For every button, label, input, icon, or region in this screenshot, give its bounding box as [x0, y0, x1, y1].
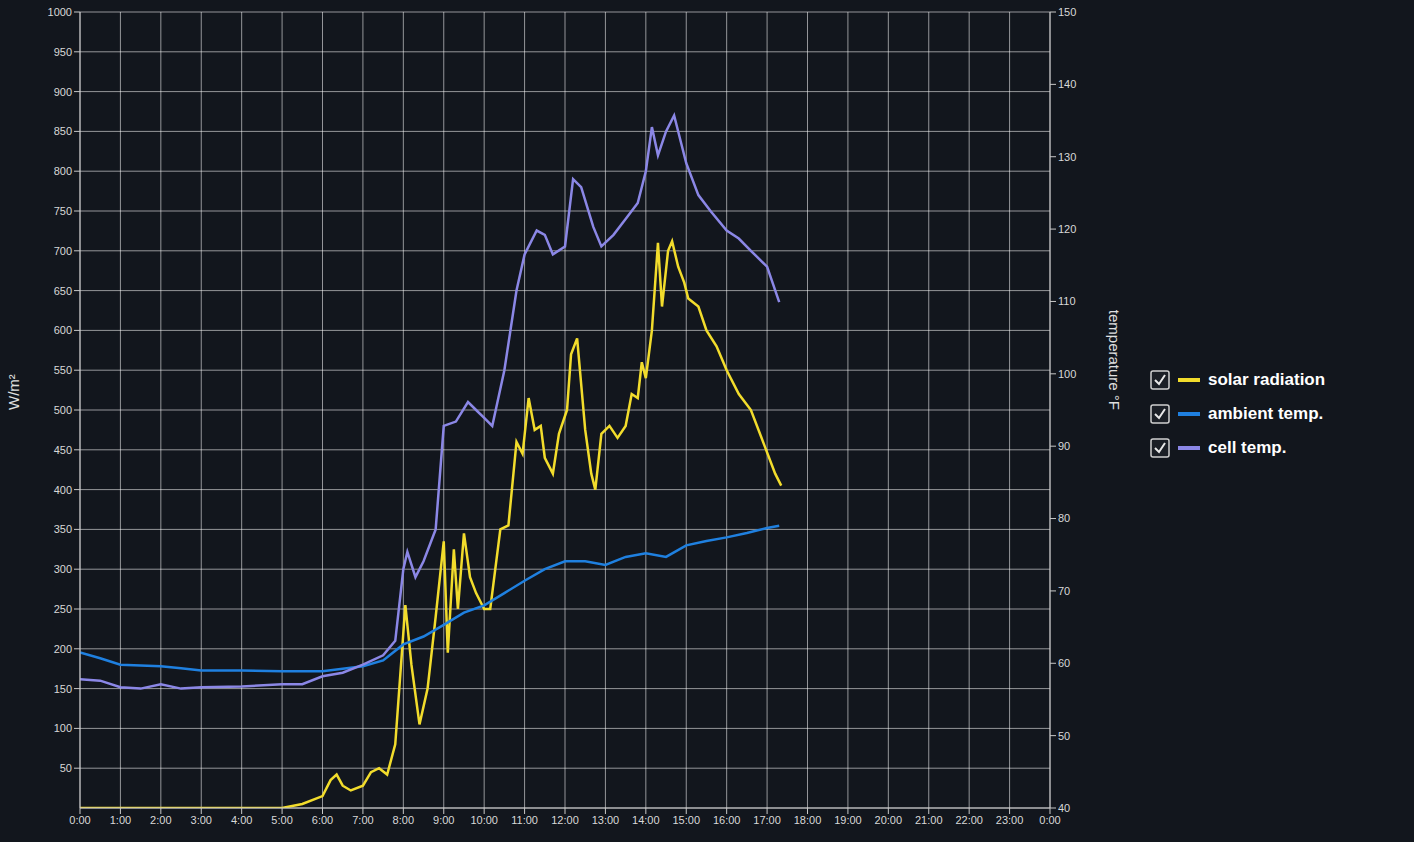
svg-text:250: 250: [54, 603, 72, 615]
svg-text:400: 400: [54, 484, 72, 496]
svg-text:22:00: 22:00: [955, 814, 983, 826]
svg-text:0:00: 0:00: [69, 814, 90, 826]
svg-text:16:00: 16:00: [713, 814, 741, 826]
svg-text:10:00: 10:00: [470, 814, 498, 826]
svg-text:90: 90: [1058, 440, 1070, 452]
svg-text:2:00: 2:00: [150, 814, 171, 826]
svg-text:150: 150: [54, 683, 72, 695]
svg-text:23:00: 23:00: [996, 814, 1024, 826]
svg-text:8:00: 8:00: [393, 814, 414, 826]
svg-text:550: 550: [54, 364, 72, 376]
svg-text:1000: 1000: [48, 6, 72, 18]
svg-text:850: 850: [54, 125, 72, 137]
html-text:cell temp.: cell temp.: [1208, 438, 1287, 457]
svg-text:100: 100: [1058, 368, 1076, 380]
svg-text:11:00: 11:00: [511, 814, 538, 826]
svg-text:60: 60: [1058, 657, 1070, 669]
svg-text:300: 300: [54, 563, 72, 575]
svg-text:350: 350: [54, 523, 72, 535]
svg-text:200: 200: [54, 643, 72, 655]
svg-text:500: 500: [54, 404, 72, 416]
svg-text:50: 50: [60, 762, 72, 774]
svg-text:15:00: 15:00: [672, 814, 700, 826]
svg-text:W/m²: W/m²: [5, 374, 22, 410]
html-text:ambient temp.: ambient temp.: [1208, 404, 1324, 423]
svg-text:700: 700: [54, 245, 72, 257]
svg-text:12:00: 12:00: [551, 814, 579, 826]
svg-text:5:00: 5:00: [271, 814, 292, 826]
svg-text:100: 100: [54, 722, 72, 734]
svg-text:950: 950: [54, 46, 72, 58]
svg-text:4:00: 4:00: [231, 814, 252, 826]
svg-text:120: 120: [1058, 223, 1076, 235]
svg-text:6:00: 6:00: [312, 814, 333, 826]
svg-text:temperature °F: temperature °F: [1106, 310, 1123, 410]
svg-text:9:00: 9:00: [433, 814, 454, 826]
svg-text:21:00: 21:00: [915, 814, 943, 826]
svg-text:110: 110: [1058, 295, 1076, 307]
svg-text:50: 50: [1058, 730, 1070, 742]
svg-text:750: 750: [54, 205, 72, 217]
html-text:solar radiation: solar radiation: [1208, 370, 1326, 389]
svg-text:19:00: 19:00: [834, 814, 862, 826]
svg-text:150: 150: [1058, 6, 1076, 18]
svg-text:14:00: 14:00: [632, 814, 660, 826]
svg-text:130: 130: [1058, 151, 1076, 163]
svg-text:0:00: 0:00: [1039, 814, 1060, 826]
svg-text:800: 800: [54, 165, 72, 177]
svg-text:900: 900: [54, 86, 72, 98]
svg-text:13:00: 13:00: [592, 814, 620, 826]
svg-text:650: 650: [54, 285, 72, 297]
svg-text:40: 40: [1058, 802, 1070, 814]
svg-text:600: 600: [54, 324, 72, 336]
svg-text:17:00: 17:00: [753, 814, 781, 826]
svg-text:3:00: 3:00: [191, 814, 212, 826]
svg-text:7:00: 7:00: [352, 814, 373, 826]
svg-text:80: 80: [1058, 512, 1070, 524]
svg-text:18:00: 18:00: [794, 814, 822, 826]
svg-text:450: 450: [54, 444, 72, 456]
svg-text:1:00: 1:00: [110, 814, 131, 826]
svg-text:70: 70: [1058, 585, 1070, 597]
svg-text:20:00: 20:00: [875, 814, 903, 826]
svg-text:140: 140: [1058, 78, 1076, 90]
